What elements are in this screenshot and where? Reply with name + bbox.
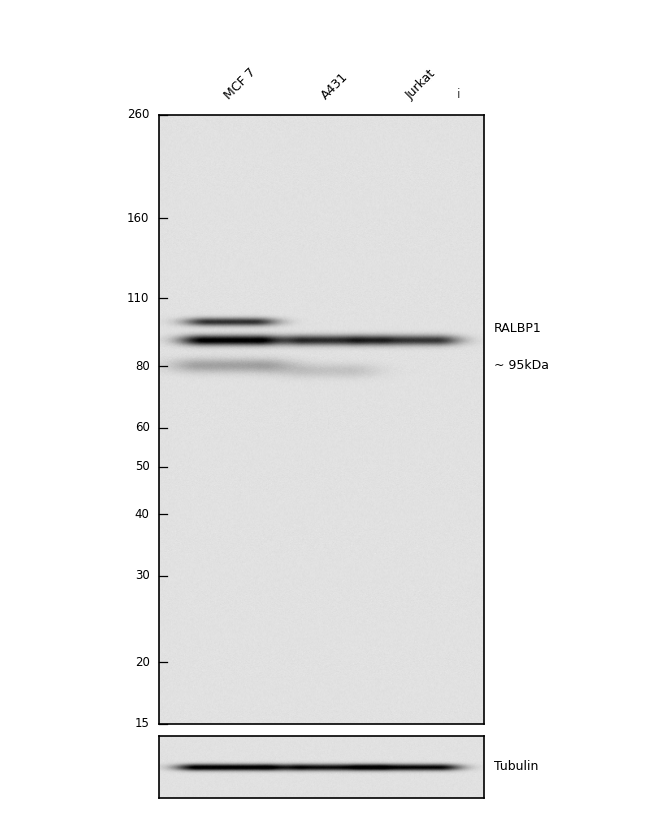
Text: 20: 20 bbox=[135, 656, 150, 669]
Text: A431: A431 bbox=[319, 70, 351, 102]
Text: Tubulin: Tubulin bbox=[494, 761, 538, 773]
Text: 260: 260 bbox=[127, 108, 150, 121]
Text: 80: 80 bbox=[135, 360, 150, 373]
Text: 60: 60 bbox=[135, 421, 150, 434]
Text: Jurkat: Jurkat bbox=[404, 68, 438, 102]
Text: RALBP1: RALBP1 bbox=[494, 322, 541, 335]
Text: MCF 7: MCF 7 bbox=[222, 65, 258, 102]
Text: ~ 95kDa: ~ 95kDa bbox=[494, 359, 549, 372]
Text: 40: 40 bbox=[135, 508, 150, 521]
Text: 15: 15 bbox=[135, 717, 150, 730]
Text: 50: 50 bbox=[135, 461, 150, 474]
Text: 110: 110 bbox=[127, 292, 150, 305]
Text: i: i bbox=[456, 88, 460, 101]
Text: 160: 160 bbox=[127, 212, 150, 225]
Text: 30: 30 bbox=[135, 569, 150, 582]
